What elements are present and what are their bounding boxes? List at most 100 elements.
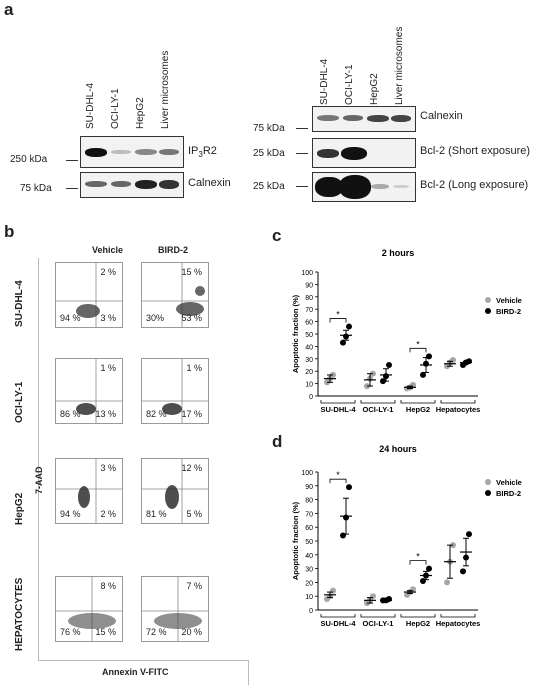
pct-lower-right: 2 % <box>100 509 116 519</box>
flow-gates <box>56 577 122 641</box>
data-point <box>460 568 466 575</box>
panel-c-letter: c <box>272 226 282 245</box>
mw-label-calnexin-right: 75 kDa <box>253 123 285 134</box>
category-bracket <box>360 400 396 404</box>
right-lane-label: OCI-LY-1 <box>344 64 355 105</box>
y-tick-label: 20 <box>305 580 313 587</box>
x-tick-label: SU-DHL-4 <box>321 405 357 414</box>
flow-gates <box>142 359 208 423</box>
mw-label-ip3r2: 250 kDa <box>10 154 48 165</box>
pct-upper-right: 8 % <box>100 581 116 591</box>
mw-tick <box>66 160 78 161</box>
pct-upper-right: 1 % <box>186 363 202 373</box>
legend-marker <box>485 490 491 496</box>
flow-plot: 7 % 72 % 20 % <box>141 576 209 642</box>
legend-marker <box>485 479 491 485</box>
blot-name-calnexin-left: Calnexin <box>188 177 231 189</box>
row-label-ocily1: OCI-LY-1 <box>14 381 25 423</box>
pct-lower-left: 81 % <box>146 509 167 519</box>
y-tick-label: 50 <box>305 332 313 339</box>
chart-title: 24 hours <box>379 444 417 454</box>
data-point <box>466 531 472 538</box>
panel-a-letter: a <box>4 0 14 19</box>
flow-plot: 1 % 82 % 17 % <box>141 358 209 424</box>
y-tick-label: 80 <box>305 498 313 505</box>
data-point <box>444 579 450 586</box>
x-tick-label: OCI-LY-1 <box>363 619 394 628</box>
significance-marker: * <box>416 552 420 562</box>
pct-lower-left: 30% <box>146 313 165 323</box>
pct-lower-left: 82 % <box>146 409 167 419</box>
calnexin-blot-left <box>80 172 184 198</box>
y-tick-label: 90 <box>305 484 313 491</box>
x-axis-label-annexin: Annexin V-FITC <box>102 667 169 677</box>
frame-divider <box>38 660 248 661</box>
blot-name-ip3r2: IP3R2 <box>188 145 217 160</box>
mw-tick <box>296 153 308 154</box>
flow-gates <box>142 577 208 641</box>
pct-lower-left: 72 % <box>146 627 167 637</box>
left-lane-label: SU-DHL-4 <box>85 82 96 129</box>
pct-upper-right: 15 % <box>181 267 202 277</box>
pct-upper-right: 3 % <box>100 463 116 473</box>
ip3r2-blot <box>80 136 184 168</box>
y-tick-label: 70 <box>305 307 313 314</box>
legend-label: Vehicle <box>496 478 522 487</box>
column-label-bird2: BIRD-2 <box>158 245 189 255</box>
flow-gates <box>142 459 208 523</box>
calnexin-blot-right <box>312 106 416 132</box>
significance-bracket <box>329 478 347 484</box>
panel-b-letter: b <box>4 222 15 241</box>
mw-tick <box>296 186 308 187</box>
flow-plot: 1 % 86 % 13 % <box>55 358 123 424</box>
pct-lower-left: 86 % <box>60 409 81 419</box>
bcl2-short-blot <box>312 138 416 168</box>
right-lane-label: Liver microsomes <box>394 26 405 105</box>
flow-plot: 3 % 94 % 2 % <box>55 458 123 524</box>
pct-upper-right: 12 % <box>181 463 202 473</box>
legend-label: BIRD-2 <box>496 307 521 316</box>
data-point <box>340 532 346 539</box>
data-point <box>370 593 376 600</box>
y-tick-label: 40 <box>305 344 313 351</box>
x-tick-label: OCI-LY-1 <box>363 405 394 414</box>
y-tick-label: 100 <box>301 470 313 477</box>
significance-marker: * <box>336 470 340 480</box>
category-bracket <box>320 400 356 404</box>
data-point <box>346 484 352 491</box>
pct-lower-right: 20 % <box>181 627 202 637</box>
x-tick-label: Hepatocytes <box>436 405 481 414</box>
category-bracket <box>360 614 396 618</box>
row-label-hepatocytes: HEPATOCYTES <box>14 577 25 651</box>
significance-marker: * <box>336 310 340 320</box>
y-tick-label: 30 <box>305 357 313 364</box>
y-tick-label: 80 <box>305 295 313 302</box>
y-tick-label: 0 <box>309 608 313 615</box>
pct-upper-right: 7 % <box>186 581 202 591</box>
x-tick-label: Hepatocytes <box>436 619 481 628</box>
y-tick-label: 10 <box>305 382 313 389</box>
pct-lower-right: 13 % <box>95 409 116 419</box>
x-tick-label: HepG2 <box>406 619 430 628</box>
x-tick-label: SU-DHL-4 <box>321 619 357 628</box>
data-point <box>426 565 432 572</box>
y-tick-label: 30 <box>305 567 313 574</box>
significance-bracket <box>329 318 347 323</box>
mw-tick <box>66 188 78 189</box>
data-point <box>330 587 336 594</box>
data-point <box>420 578 426 585</box>
chart-2-hours: 2 hours 0 10 20 30 40 50 60 70 80 90 100 Apoptotic f… <box>291 248 522 414</box>
legend-marker <box>485 308 491 314</box>
row-label-hepg2: HepG2 <box>14 492 25 525</box>
left-lane-label: HepG2 <box>135 97 146 129</box>
category-bracket <box>400 614 436 618</box>
y-tick-label: 10 <box>305 594 313 601</box>
flow-plot: 12 % 81 % 5 % <box>141 458 209 524</box>
data-point <box>426 353 432 360</box>
blot-name-calnexin-right: Calnexin <box>420 110 463 122</box>
flow-gates <box>56 459 122 523</box>
right-lane-label: SU-DHL-4 <box>319 58 330 105</box>
significance-marker: * <box>416 339 420 349</box>
y-tick-label: 70 <box>305 511 313 518</box>
y-tick-label: 0 <box>309 394 313 401</box>
